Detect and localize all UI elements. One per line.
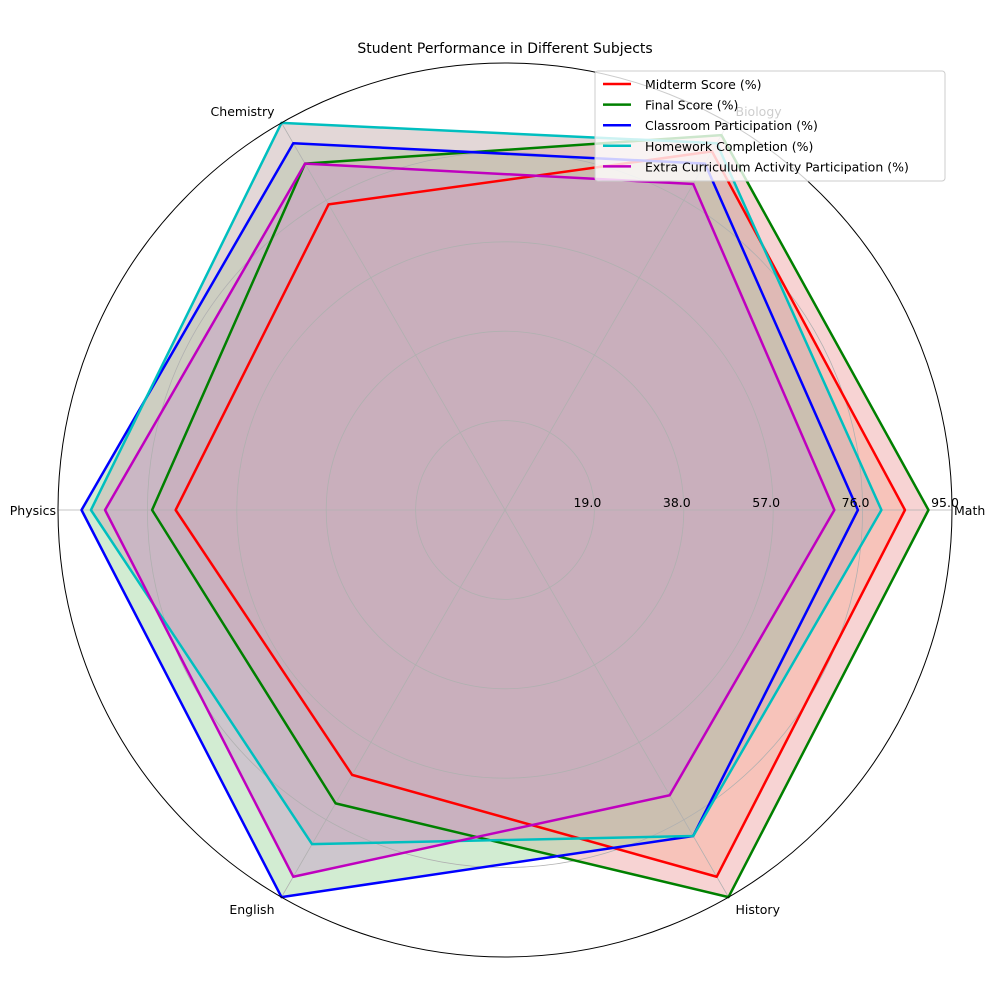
legend-label-3: Homework Completion (%) xyxy=(645,139,813,154)
rtick-label-3: 76.0 xyxy=(842,495,870,510)
legend-frame xyxy=(594,70,946,182)
legend-label-4: Extra Curriculum Activity Participation … xyxy=(645,159,909,174)
grid-spoke-2 xyxy=(281,122,506,511)
category-label-english: English xyxy=(229,902,274,917)
polar-grid xyxy=(58,122,952,898)
rtick-label-4: 95.0 xyxy=(931,495,959,510)
grid-spoke-4 xyxy=(281,509,506,898)
rtick-label-1: 38.0 xyxy=(663,495,691,510)
rtick-label-0: 19.0 xyxy=(573,495,601,510)
legend-label-1: Final Score (%) xyxy=(645,98,738,113)
series-fill-4 xyxy=(105,163,835,877)
grid-spoke-1 xyxy=(504,122,729,511)
radial-tick-labels: 19.0 38.0 57.0 76.0 95.0 xyxy=(573,495,958,510)
category-label-chemistry: Chemistry xyxy=(211,104,276,119)
legend-label-0: Midterm Score (%) xyxy=(645,77,761,92)
category-label-physics: Physics xyxy=(10,503,56,518)
outer-frame xyxy=(57,62,953,958)
chart-title: Student Performance in Different Subject… xyxy=(357,41,652,57)
legend: Midterm Score (%) Final Score (%) Classroo… xyxy=(594,70,946,182)
grid-spoke-5 xyxy=(504,509,729,898)
legend-label-2: Classroom Participation (%) xyxy=(645,118,818,133)
rtick-label-2: 57.0 xyxy=(752,495,780,510)
series-line-4 xyxy=(103,162,836,878)
category-label-history: History xyxy=(736,902,781,917)
category-label-math: Math xyxy=(954,503,985,518)
